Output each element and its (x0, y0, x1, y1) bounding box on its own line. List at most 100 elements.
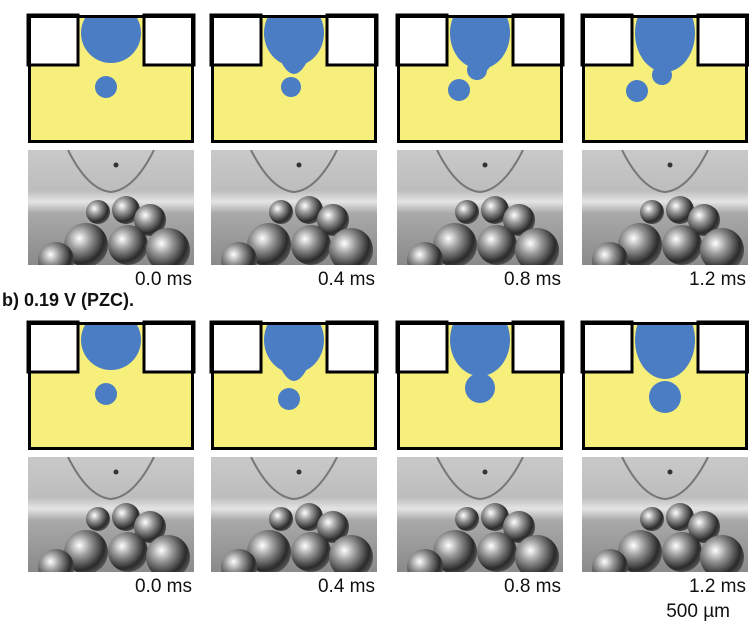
sphere (221, 549, 257, 585)
sphere (291, 532, 331, 572)
photo (582, 150, 748, 278)
notch-left (397, 322, 447, 372)
schematic (28, 310, 194, 450)
sphere (700, 535, 744, 579)
notch-right (327, 15, 377, 65)
cap (81, 3, 141, 63)
dot (668, 163, 673, 168)
photo (397, 150, 563, 278)
photo (28, 457, 194, 585)
sphere (640, 507, 664, 531)
photo-content (28, 150, 194, 278)
droplet (649, 381, 681, 413)
photo (211, 150, 377, 278)
time-label: 0.0 ms (135, 269, 192, 290)
notch-right (513, 15, 563, 65)
notch-right (327, 322, 377, 372)
sphere (221, 242, 257, 278)
droplet (95, 383, 117, 405)
schematic (397, 304, 563, 450)
cap (81, 310, 141, 370)
droplet (448, 79, 470, 101)
notch-left (211, 322, 261, 372)
dot (483, 163, 488, 168)
sphere (455, 200, 479, 224)
sphere (407, 549, 443, 585)
sphere (329, 535, 373, 579)
photo (397, 457, 563, 585)
sphere (108, 532, 148, 572)
notch-left (582, 15, 632, 65)
sphere (146, 535, 190, 579)
droplet (652, 65, 672, 85)
cap (635, 301, 695, 379)
photo-content (211, 150, 377, 278)
photo-content (397, 150, 563, 278)
droplet (278, 388, 300, 410)
dot (483, 470, 488, 475)
schematic (211, 307, 377, 450)
sphere (269, 507, 293, 531)
notch-left (397, 15, 447, 65)
sphere (662, 532, 702, 572)
time-label: 0.8 ms (504, 269, 561, 290)
schematic (582, 0, 748, 143)
schematic (211, 0, 377, 143)
schematic (397, 0, 563, 143)
notch-left (28, 15, 78, 65)
notch-right (698, 15, 748, 65)
sphere (86, 507, 110, 531)
time-label: 0.8 ms (504, 576, 561, 597)
sphere (700, 228, 744, 272)
photo-content (397, 457, 563, 585)
dot (668, 470, 673, 475)
notch-right (513, 322, 563, 372)
notch-left (211, 15, 261, 65)
time-label: 1.2 ms (689, 269, 746, 290)
sphere (108, 225, 148, 265)
sphere (38, 242, 74, 278)
photo (211, 457, 377, 585)
droplet (626, 80, 648, 102)
dot (297, 163, 302, 168)
sphere (477, 225, 517, 265)
figure: b) 0.19 V (PZC). 500 µm 0.0 ms0.4 ms0.8 … (0, 0, 749, 630)
sphere (146, 228, 190, 272)
sphere (269, 200, 293, 224)
dot (114, 163, 119, 168)
schematic (28, 3, 194, 143)
photo-content (28, 457, 194, 585)
sphere (592, 549, 628, 585)
sphere (640, 200, 664, 224)
droplet (281, 77, 301, 97)
schematic (582, 301, 748, 450)
time-label: 1.2 ms (689, 576, 746, 597)
sphere (291, 225, 331, 265)
sphere (38, 549, 74, 585)
cap (450, 304, 510, 376)
droplet (95, 76, 117, 98)
sphere (329, 228, 373, 272)
sphere (407, 242, 443, 278)
droplet (465, 373, 495, 403)
sphere (592, 242, 628, 278)
sphere (515, 228, 559, 272)
dot (114, 470, 119, 475)
sphere (515, 535, 559, 579)
droplet (467, 60, 487, 80)
notch-right (144, 15, 194, 65)
notch-right (698, 322, 748, 372)
photo (28, 150, 194, 278)
time-label: 0.4 ms (318, 269, 375, 290)
sphere (455, 507, 479, 531)
sphere (477, 532, 517, 572)
notch-left (28, 322, 78, 372)
photo (582, 457, 748, 585)
notch-right (144, 322, 194, 372)
sphere (86, 200, 110, 224)
time-label: 0.0 ms (135, 576, 192, 597)
notch-left (582, 322, 632, 372)
scale-bar-label: 500 µm (666, 601, 730, 622)
dot (297, 470, 302, 475)
sphere (662, 225, 702, 265)
